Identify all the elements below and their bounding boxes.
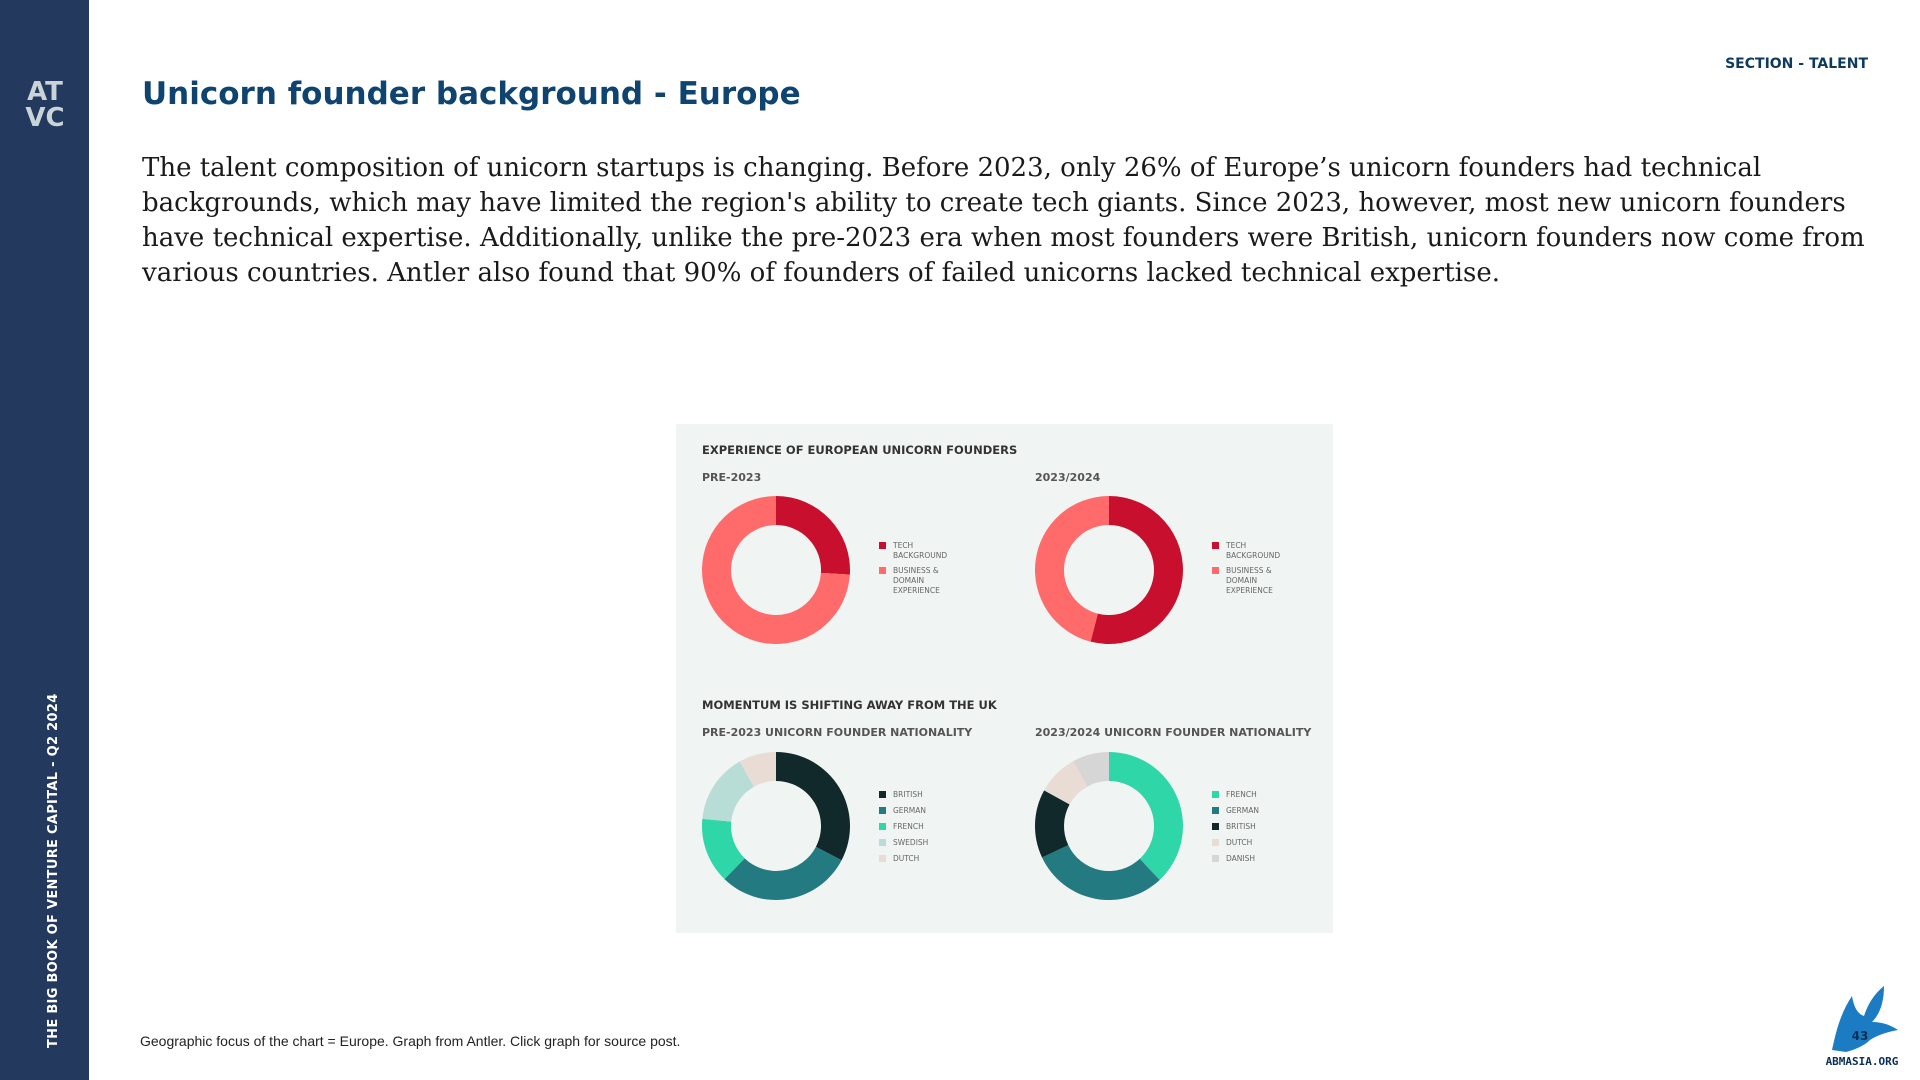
legend-label: GERMAN	[893, 806, 926, 815]
legend-label: BRITISH	[1226, 822, 1256, 831]
chart-title: PRE-2023 UNICORN FOUNDER NATIONALITY	[702, 726, 973, 739]
legend-label: BUSINESS & DOMAIN EXPERIENCE	[1226, 566, 1273, 595]
legend-label: DUTCH	[1226, 838, 1252, 847]
legend-swatch	[879, 839, 886, 846]
legend-swatch	[1212, 567, 1219, 574]
page-title: Unicorn founder background - Europe	[142, 76, 801, 112]
legend-label: FRENCH	[1226, 790, 1257, 799]
legend-swatch	[879, 855, 886, 862]
donut-slice-dutch	[739, 752, 776, 787]
chart-title: PRE-2023	[702, 471, 761, 484]
legend-swatch	[1212, 839, 1219, 846]
legend-label: BUSINESS & DOMAIN EXPERIENCE	[893, 566, 940, 595]
chart-graphic[interactable]: EXPERIENCE OF EUROPEAN UNICORN FOUNDERS P…	[676, 424, 1333, 933]
watermark-bird-logo: 43 ABMASIA.ORG	[1826, 986, 1899, 1068]
legend-swatch	[879, 542, 886, 549]
donut-slice-british	[1035, 790, 1070, 858]
legend-swatch	[879, 823, 886, 830]
sidebar: AT VC THE BIG BOOK OF VENTURE CAPITAL - …	[0, 0, 89, 1080]
legend-label: DANISH	[1226, 854, 1255, 863]
donut-slice-german	[1042, 845, 1160, 900]
legend-swatch	[1212, 823, 1219, 830]
watermark-number: 43	[1852, 1029, 1869, 1043]
donut-slice-business-domain-experience	[702, 496, 850, 644]
donut-slice-danish	[1073, 752, 1109, 787]
vertical-title: THE BIG BOOK OF VENTURE CAPITAL - Q2 202…	[46, 693, 61, 1048]
donut-slice-swedish	[702, 761, 754, 822]
bird-icon	[1832, 986, 1898, 1052]
legend-label: TECH BACKGROUND	[1225, 541, 1280, 560]
donut-slice-tech-background	[1090, 496, 1183, 644]
legend-swatch	[879, 791, 886, 798]
chart-title: 2023/2024	[1035, 471, 1101, 484]
legend-swatch	[1212, 791, 1219, 798]
chart-group-title: MOMENTUM IS SHIFTING AWAY FROM THE UK	[702, 698, 998, 712]
donut-slice-french	[702, 818, 745, 880]
chart-title: 2023/2024 UNICORN FOUNDER NATIONALITY	[1035, 726, 1312, 739]
intro-paragraph: The talent composition of unicorn startu…	[142, 153, 1865, 288]
donut-slice-british	[776, 752, 850, 861]
legend-swatch	[1212, 807, 1219, 814]
watermark-text: ABMASIA.ORG	[1826, 1055, 1899, 1068]
legend-swatch	[879, 567, 886, 574]
legend-label: SWEDISH	[893, 838, 928, 847]
legend-swatch	[879, 807, 886, 814]
legend-label: TECH BACKGROUND	[892, 541, 947, 560]
legend-swatch	[1212, 542, 1219, 549]
donut-slice-tech-background	[776, 496, 850, 575]
donut-slice-business-domain-experience	[1035, 496, 1109, 642]
donut-slice-german	[724, 846, 842, 900]
footnote: Geographic focus of the chart = Europe. …	[140, 1033, 681, 1049]
legend-label: FRENCH	[893, 822, 924, 831]
donut-charts: EXPERIENCE OF EUROPEAN UNICORN FOUNDERS P…	[702, 443, 1312, 900]
logo-text-top: AT	[27, 77, 63, 107]
logo-text-bottom: VC	[25, 103, 64, 130]
atvc-logo: AT VC	[25, 77, 64, 130]
chart-group-title: EXPERIENCE OF EUROPEAN UNICORN FOUNDERS	[702, 443, 1017, 457]
donut-slice-dutch	[1044, 761, 1088, 805]
section-label: SECTION - TALENT	[1725, 56, 1868, 72]
legend-label: BRITISH	[893, 790, 923, 799]
donut-slice-french	[1109, 752, 1183, 880]
legend-label: GERMAN	[1226, 806, 1259, 815]
legend-swatch	[1212, 855, 1219, 862]
legend-label: DUTCH	[893, 854, 919, 863]
